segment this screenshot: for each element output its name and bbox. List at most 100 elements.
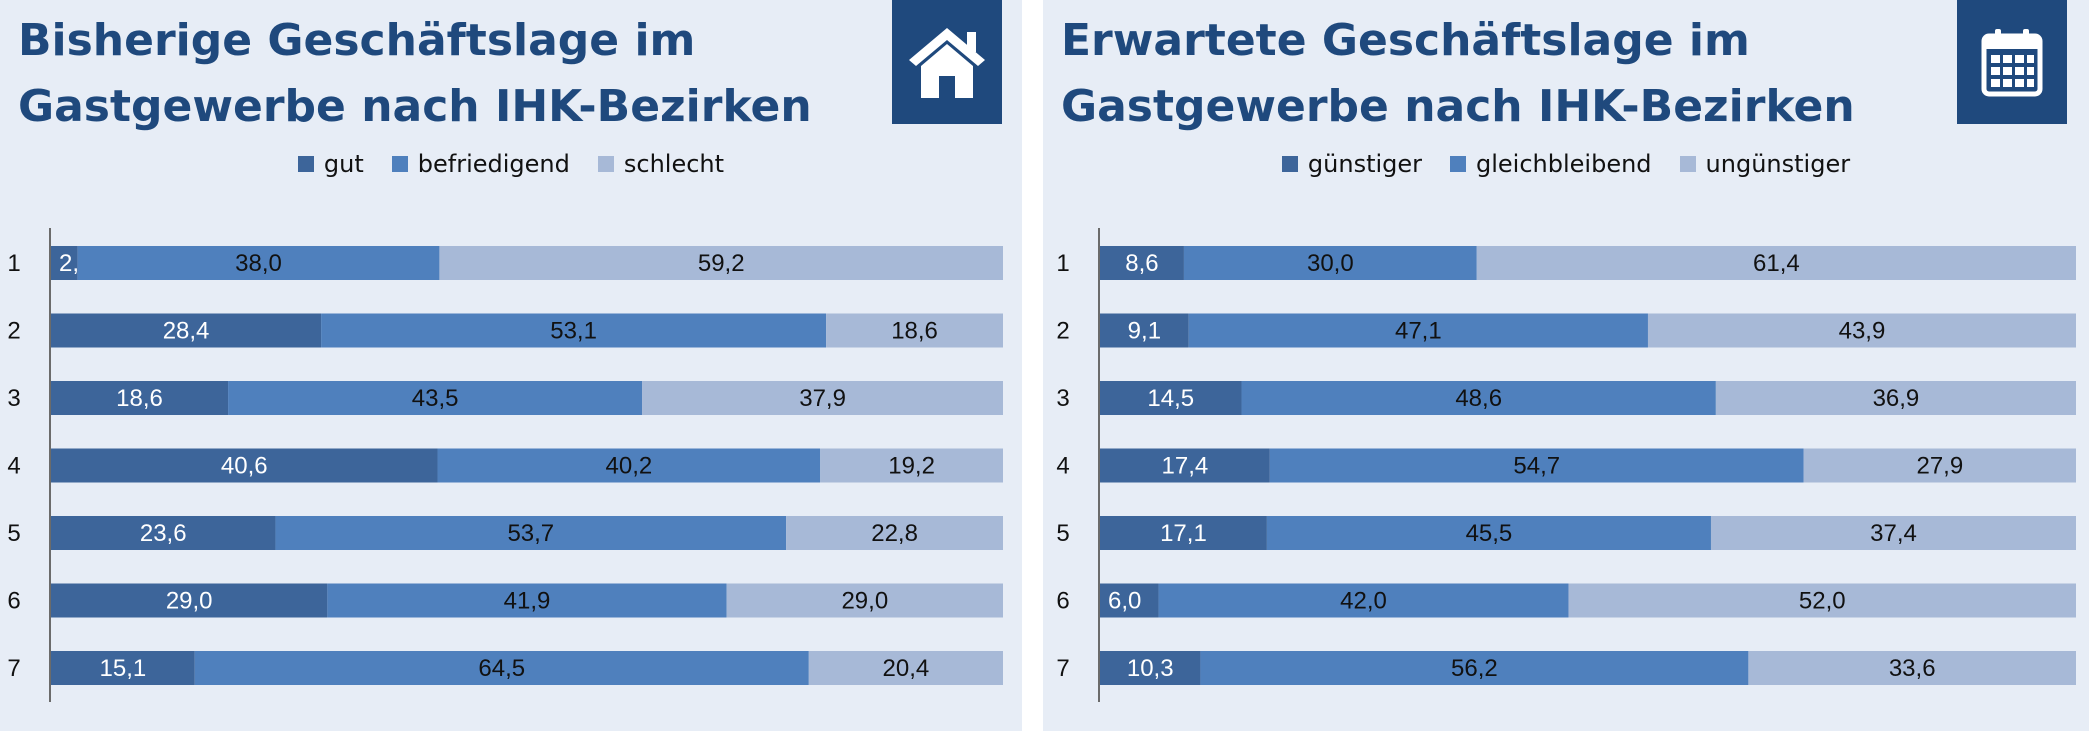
bar-segment: [1715, 381, 2076, 415]
bar-segment: [1476, 246, 2076, 280]
bar-segment: [51, 516, 276, 550]
bar-segment: [1241, 381, 1716, 415]
bar-segment: [1100, 583, 1159, 618]
data-label: 17,4: [1162, 453, 1209, 480]
data-label: 17,1: [1160, 520, 1207, 547]
data-label: 28,4: [163, 318, 210, 345]
data-label: 10,3: [1127, 655, 1174, 682]
data-label: 22,8: [871, 520, 918, 547]
data-label: 52,0: [1799, 588, 1846, 615]
legend-label: gut: [323, 150, 364, 178]
data-label: 19,2: [888, 453, 935, 480]
title-line-2: Gastgewerbe nach IHK-Bezirken: [1061, 81, 1855, 132]
data-label: 48,6: [1455, 385, 1502, 412]
legend-swatch: [1679, 156, 1696, 172]
house-icon-box: [892, 0, 1002, 124]
category-label: 2: [1056, 318, 1069, 345]
data-label: 53,1: [550, 318, 597, 345]
legend-swatch: [1450, 156, 1467, 172]
data-label: 37,4: [1870, 520, 1917, 547]
data-label: 43,5: [412, 385, 459, 412]
category-label: 3: [7, 385, 20, 412]
title-line-2: Gastgewerbe nach IHK-Bezirken: [18, 81, 812, 132]
legend-swatch: [1281, 156, 1298, 172]
chart-legend: günstiger gleichbleibend ungünstiger: [1043, 150, 2089, 178]
house-icon: [909, 28, 985, 98]
calendar-icon: [1981, 29, 2043, 97]
bar-segment: [1748, 651, 2076, 685]
bar-segment: [1100, 246, 1184, 280]
category-label: 4: [7, 453, 20, 480]
data-label: 29,0: [841, 588, 888, 615]
data-label: 18,6: [891, 318, 938, 345]
data-label: 37,9: [799, 385, 846, 412]
data-label: 8,6: [1125, 250, 1158, 277]
category-label: 4: [1056, 453, 1069, 480]
data-label: 53,7: [507, 520, 554, 547]
data-label: 47,1: [1395, 318, 1442, 345]
data-label: 33,6: [1889, 655, 1936, 682]
category-label: 7: [1056, 655, 1069, 682]
legend-item: günstiger: [1281, 150, 1423, 178]
category-label: 3: [1056, 385, 1069, 412]
legend-item: ungünstiger: [1679, 150, 1850, 178]
title-line-1: Erwartete Geschäftslage im: [1061, 15, 1750, 66]
bar-segment: [1200, 651, 1749, 685]
legend-item: befriedigend: [391, 150, 570, 178]
chart-panel-erwartete: Erwartete Geschäftslage im Gastgewerbe n…: [1043, 0, 2089, 731]
bar-segment: [1269, 448, 1804, 483]
title-line-1: Bisherige Geschäftslage im: [18, 15, 696, 66]
bar-segment: [1710, 516, 2076, 550]
category-label: 7: [7, 655, 20, 682]
data-label: 38,0: [235, 250, 282, 277]
data-label: 30,0: [1307, 250, 1354, 277]
bar-segment: [437, 448, 821, 483]
category-label: 2: [7, 318, 20, 345]
data-label: 23,6: [140, 520, 187, 547]
bar-segment: [1100, 313, 1189, 348]
bar-segment: [228, 381, 643, 415]
bar-segment: [51, 583, 328, 618]
bar-segment: [1100, 651, 1201, 685]
bar-segment: [1158, 583, 1569, 618]
bar-segment: [1100, 448, 1270, 483]
chart-legend: gut befriedigend schlecht: [0, 150, 1022, 178]
data-label: 15,1: [100, 655, 147, 682]
bar-segment: [51, 651, 195, 685]
legend-swatch: [597, 156, 614, 172]
bar-segment: [1568, 583, 2076, 618]
bar-segment: [1266, 516, 1711, 550]
category-label: 5: [7, 520, 20, 547]
stacked-bar-chart: 1 2,8 38,0 59,22 28,4 53,1 18,63 18,6 43,5 37,94 4…: [7, 228, 1003, 702]
bar-segment: [1183, 246, 1477, 280]
category-label: 5: [1056, 520, 1069, 547]
data-label: 14,5: [1147, 385, 1194, 412]
data-label: 45,5: [1466, 520, 1513, 547]
chart-panel-bisherige: Bisherige Geschäftslage im Gastgewerbe n…: [0, 0, 1022, 731]
legend-item: gut: [297, 150, 364, 178]
data-label: 18,6: [116, 385, 163, 412]
legend-label: gleichbleibend: [1476, 150, 1652, 178]
chart-title: Bisherige Geschäftslage im Gastgewerbe n…: [18, 8, 838, 140]
bar-segment: [439, 246, 1003, 280]
category-label: 6: [7, 588, 20, 615]
bar-segment: [194, 651, 809, 685]
data-label: 43,9: [1839, 318, 1886, 345]
data-label: 27,9: [1916, 453, 1963, 480]
bar-segment: [321, 313, 827, 348]
category-label: 6: [1056, 588, 1069, 615]
bar-segment: [327, 583, 727, 618]
legend-label: günstiger: [1307, 150, 1423, 178]
legend-item: schlecht: [597, 150, 725, 178]
calendar-icon-box: [1957, 0, 2067, 124]
bar-segment: [51, 246, 78, 280]
bar-segment: [1100, 381, 1242, 415]
data-label: 36,9: [1873, 385, 1920, 412]
data-label: 59,2: [698, 250, 745, 277]
bar-segment: [51, 448, 438, 483]
legend-label: schlecht: [623, 150, 725, 178]
bar-segment: [51, 381, 229, 415]
category-label: 1: [7, 250, 20, 277]
data-label: 40,6: [221, 453, 268, 480]
chart-title: Erwartete Geschäftslage im Gastgewerbe n…: [1061, 8, 1881, 140]
